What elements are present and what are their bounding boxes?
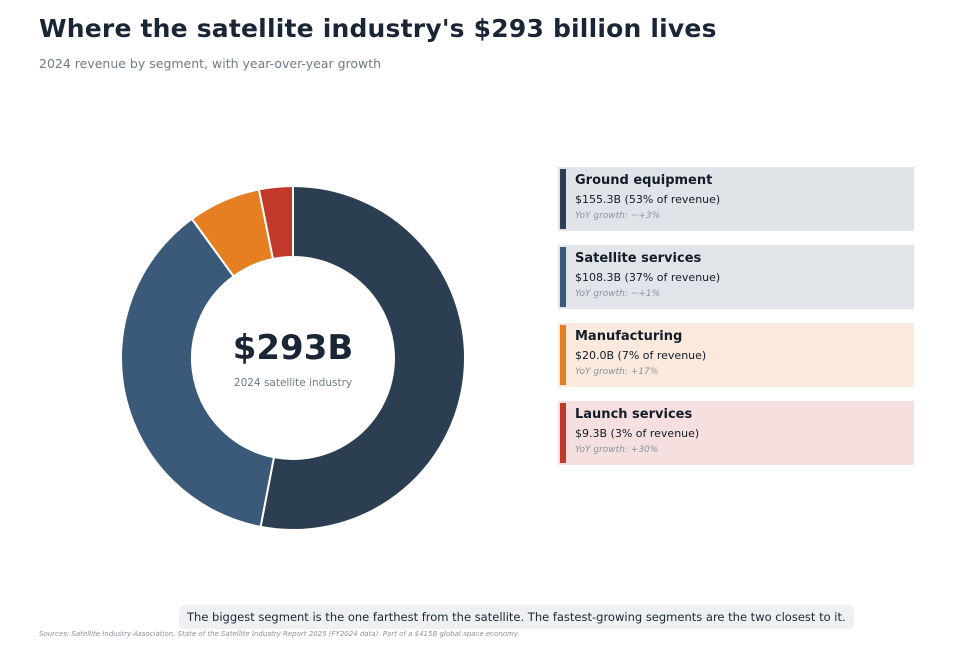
segment-growth: YoY growth: +30% xyxy=(575,445,659,455)
donut-center-label: 2024 satellite industry xyxy=(233,377,353,389)
segment-card-manufacturing: Manufacturing $20.0B (7% of revenue) YoY… xyxy=(558,323,914,387)
segment-value: $108.3B (37% of revenue) xyxy=(575,271,721,284)
segment-value: $9.3B (3% of revenue) xyxy=(575,427,700,440)
segment-growth: YoY growth: ~+1% xyxy=(575,289,661,299)
sources-footnote: Sources: Satellite Industry Association,… xyxy=(39,630,520,638)
segment-card-launch-services: Launch services $9.3B (3% of revenue) Yo… xyxy=(558,401,914,465)
segment-name: Satellite services xyxy=(575,251,702,266)
segment-name: Ground equipment xyxy=(575,173,713,188)
segment-color-bar xyxy=(560,325,566,385)
segment-growth: YoY growth: +17% xyxy=(575,367,659,377)
segment-card-satellite-services: Satellite services $108.3B (37% of reven… xyxy=(558,245,914,309)
donut-slice-ground-equipment xyxy=(259,184,466,531)
donut-slice-launch-services xyxy=(257,184,294,261)
chart-title: Where the satellite industry's $293 bill… xyxy=(39,14,717,43)
segment-name: Launch services xyxy=(575,407,693,422)
segment-value: $155.3B (53% of revenue) xyxy=(575,193,721,206)
segment-color-bar xyxy=(560,169,566,229)
segment-growth: YoY growth: ~+3% xyxy=(575,211,661,221)
segment-color-bar xyxy=(560,403,566,463)
donut-center-total: $293B xyxy=(232,328,354,368)
insight-callout: The biggest segment is the one farthest … xyxy=(179,605,854,629)
segment-name: Manufacturing xyxy=(575,329,683,344)
segment-value: $20.0B (7% of revenue) xyxy=(575,349,707,362)
segment-card-ground-equipment: Ground equipment $155.3B (53% of revenue… xyxy=(558,167,914,231)
donut-slice-satellite-services xyxy=(120,217,276,529)
segment-legend: Ground equipment $155.3B (53% of revenue… xyxy=(558,167,914,479)
donut-chart xyxy=(120,184,466,531)
chart-subtitle: 2024 revenue by segment, with year-over-… xyxy=(39,56,382,71)
segment-color-bar xyxy=(560,247,566,307)
